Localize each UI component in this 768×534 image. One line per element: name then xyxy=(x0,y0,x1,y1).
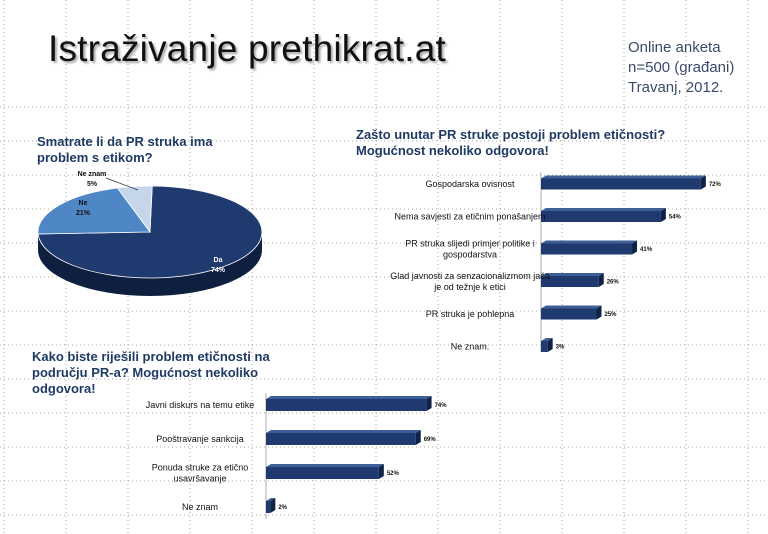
bar-value-label: 54% xyxy=(669,215,682,221)
survey-info: Online anketa n=500 (građani) Travanj, 2… xyxy=(628,38,734,98)
pie-title-line: Smatrate li da PR struka ima xyxy=(37,134,213,149)
bar-category-label: je od težnje k etici xyxy=(433,282,506,292)
bar-category-label: Ponuda struke za etično xyxy=(152,463,249,473)
bar-side-face xyxy=(660,208,666,222)
bar-top-face xyxy=(541,338,553,341)
bar-category-label: Pooštravanje sankcija xyxy=(156,434,244,444)
bar-value-label: 41% xyxy=(640,247,653,253)
bar-category-label: Glad javnosti za senzacionalizmom jača xyxy=(390,271,550,281)
bar-top-face xyxy=(541,305,602,309)
bar-side-face xyxy=(378,464,384,479)
bar-top-face xyxy=(266,464,384,467)
pie-slice-ne xyxy=(37,187,151,235)
bar-category-label: usavršavanje xyxy=(173,474,226,484)
survey-method: Online anketa xyxy=(628,39,721,56)
bar xyxy=(541,276,599,287)
bar-value-label: 2% xyxy=(278,505,287,511)
bar xyxy=(541,211,661,222)
bar xyxy=(266,501,271,513)
bar-side-face xyxy=(270,498,276,513)
bar-top-face xyxy=(266,396,432,399)
pie-slice-value: 21% xyxy=(76,210,91,217)
bar-side-face xyxy=(547,338,553,352)
bar-category-label: Ne znam. xyxy=(451,342,490,352)
pie-slice-ne-znam xyxy=(116,185,153,234)
solutions-title-line: području PR-a? Mogućnost nekoliko xyxy=(32,365,259,380)
bar-value-label: 52% xyxy=(387,471,400,477)
pie-title-line: problem s etikom? xyxy=(37,150,153,165)
bar-side-face xyxy=(598,273,604,287)
bar-value-label: 26% xyxy=(607,280,620,286)
bar-value-label: 25% xyxy=(605,312,618,318)
pie-slice-label: Da xyxy=(214,257,223,264)
bar-top-face xyxy=(266,430,421,433)
bar-value-label: 69% xyxy=(424,437,437,443)
bar xyxy=(266,433,416,445)
bar-category-label: Nema savjesti za etičnim ponašanjem xyxy=(394,212,545,222)
bar-top-face xyxy=(541,240,638,244)
pie-slice-label: Ne xyxy=(79,200,88,207)
bar-category-label: PR struka slijedi primjer politike i xyxy=(405,239,535,249)
bar-side-face xyxy=(426,396,432,411)
bar xyxy=(541,308,597,320)
survey-date: Travanj, 2012. xyxy=(628,79,724,96)
bar-top-face xyxy=(266,498,276,501)
bar xyxy=(541,243,633,255)
bar-side-face xyxy=(632,240,638,255)
solutions-chart-title: Kako biste riješili problem etičnosti na… xyxy=(32,349,270,397)
reasons-title-line: Zašto unutar PR struke postoji problem e… xyxy=(356,127,666,142)
bar-top-face xyxy=(541,273,604,276)
bar-value-label: 74% xyxy=(435,403,448,409)
bar xyxy=(541,178,701,190)
pie-chart-title: Smatrate li da PR struka ima problem s e… xyxy=(37,134,213,166)
bar-category-label: PR struka je pohlepna xyxy=(426,309,515,319)
reasons-chart-title: Zašto unutar PR struke postoji problem e… xyxy=(356,127,665,159)
pie-side-wall xyxy=(38,232,262,296)
solutions-title-line: odgovora! xyxy=(32,381,96,396)
reasons-title-line: Mogućnost nekoliko odgovora! xyxy=(356,143,549,158)
bar-top-face xyxy=(541,208,666,211)
bar-category-label: Gospodarska ovisnost xyxy=(425,179,515,189)
bar-side-face xyxy=(596,305,602,320)
bar-top-face xyxy=(541,175,706,179)
solutions-title-line: Kako biste riješili problem etičnosti na xyxy=(32,349,270,364)
bar-side-face xyxy=(700,175,706,190)
pie-slice-value: 74% xyxy=(211,267,226,274)
bar-category-label: Ne znam xyxy=(182,502,218,512)
bar xyxy=(541,341,548,352)
bar-side-face xyxy=(415,430,421,445)
pie-slice-value: 5% xyxy=(87,181,98,188)
bar-value-label: 3% xyxy=(556,345,565,351)
bar-category-label: Javni diskurs na temu etike xyxy=(146,400,255,410)
pie-slice-label: Ne znam xyxy=(78,171,107,178)
bar-value-label: 72% xyxy=(709,182,722,188)
pie-leader-line xyxy=(105,177,139,191)
bar xyxy=(266,467,379,479)
survey-sample: n=500 (građani) xyxy=(628,59,735,76)
page-title: Istraživanje prethikrat.at xyxy=(48,28,446,69)
bar-category-label: gospodarstva xyxy=(443,250,497,260)
bar xyxy=(266,399,427,411)
